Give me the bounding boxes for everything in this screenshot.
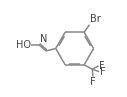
Text: Br: Br	[90, 14, 101, 24]
Text: F: F	[100, 67, 105, 77]
Text: F: F	[99, 61, 105, 71]
Text: HO: HO	[16, 40, 31, 50]
Text: F: F	[90, 77, 95, 87]
Text: N: N	[39, 34, 47, 44]
